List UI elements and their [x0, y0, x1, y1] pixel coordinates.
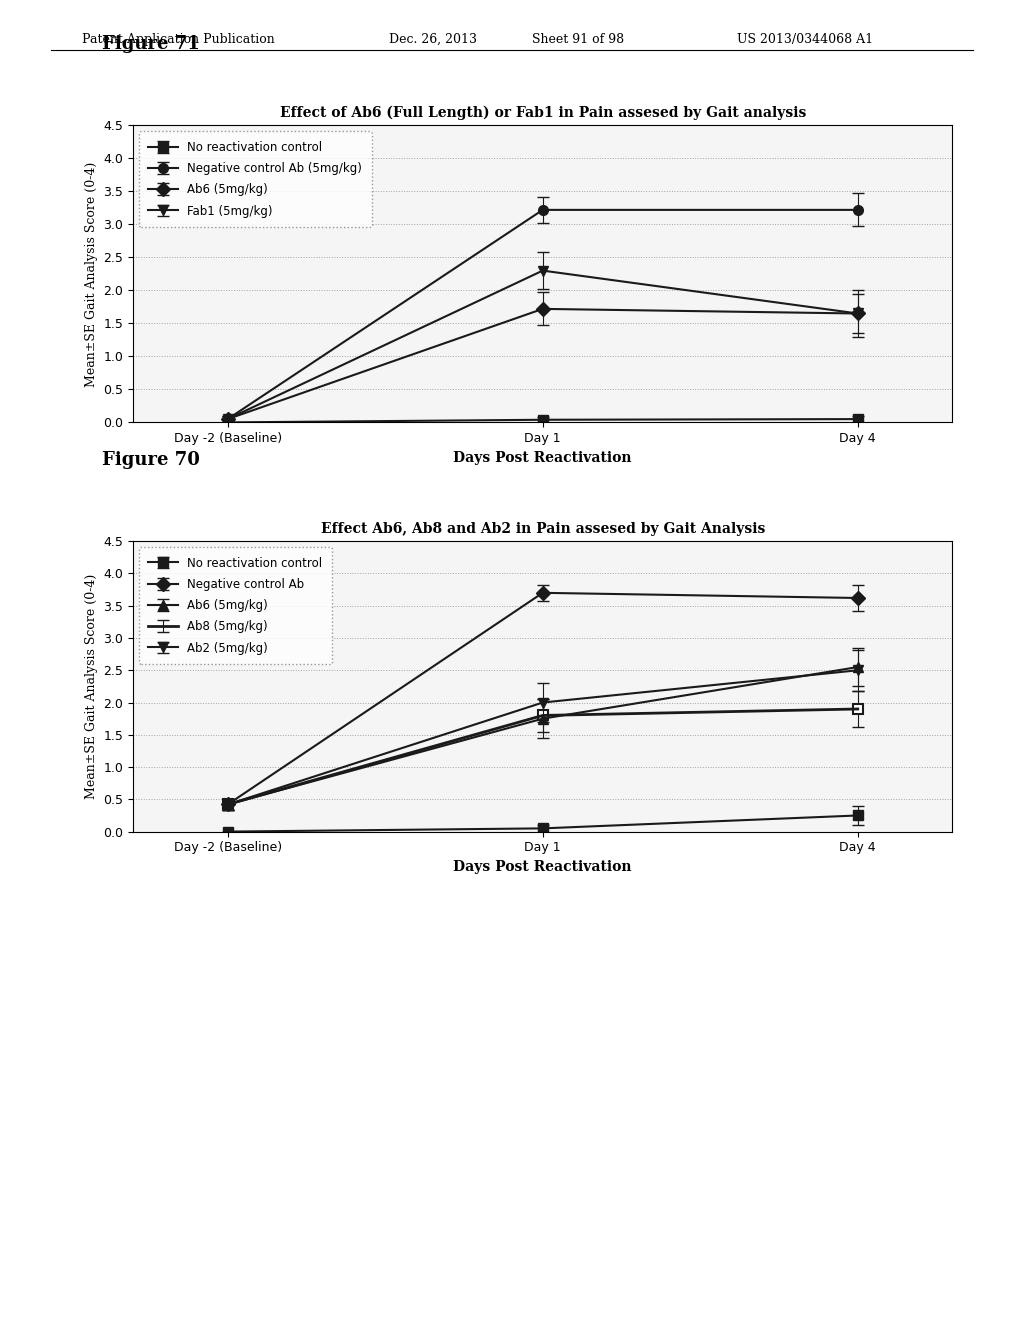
X-axis label: Days Post Reactivation: Days Post Reactivation: [454, 450, 632, 465]
Title: Effect of Ab6 (Full Length) or Fab1 in Pain assesed by Gait analysis: Effect of Ab6 (Full Length) or Fab1 in P…: [280, 106, 806, 120]
Text: Figure 70: Figure 70: [102, 450, 201, 469]
X-axis label: Days Post Reactivation: Days Post Reactivation: [454, 859, 632, 874]
Y-axis label: Mean±SE Gait Analysis Score (0-4): Mean±SE Gait Analysis Score (0-4): [85, 161, 98, 387]
Legend: No reactivation control, Negative control Ab, Ab6 (5mg/kg), Ab8 (5mg/kg), Ab2 (5: No reactivation control, Negative contro…: [139, 546, 332, 664]
Text: Sheet 91 of 98: Sheet 91 of 98: [532, 33, 625, 46]
Text: Dec. 26, 2013: Dec. 26, 2013: [389, 33, 477, 46]
Text: Patent Application Publication: Patent Application Publication: [82, 33, 274, 46]
Title: Effect Ab6, Ab8 and Ab2 in Pain assesed by Gait Analysis: Effect Ab6, Ab8 and Ab2 in Pain assesed …: [321, 521, 765, 536]
Text: US 2013/0344068 A1: US 2013/0344068 A1: [737, 33, 873, 46]
Y-axis label: Mean±SE Gait Analysis Score (0-4): Mean±SE Gait Analysis Score (0-4): [85, 574, 98, 799]
Text: Figure 71: Figure 71: [102, 34, 200, 53]
Legend: No reactivation control, Negative control Ab (5mg/kg), Ab6 (5mg/kg), Fab1 (5mg/k: No reactivation control, Negative contro…: [139, 131, 372, 227]
